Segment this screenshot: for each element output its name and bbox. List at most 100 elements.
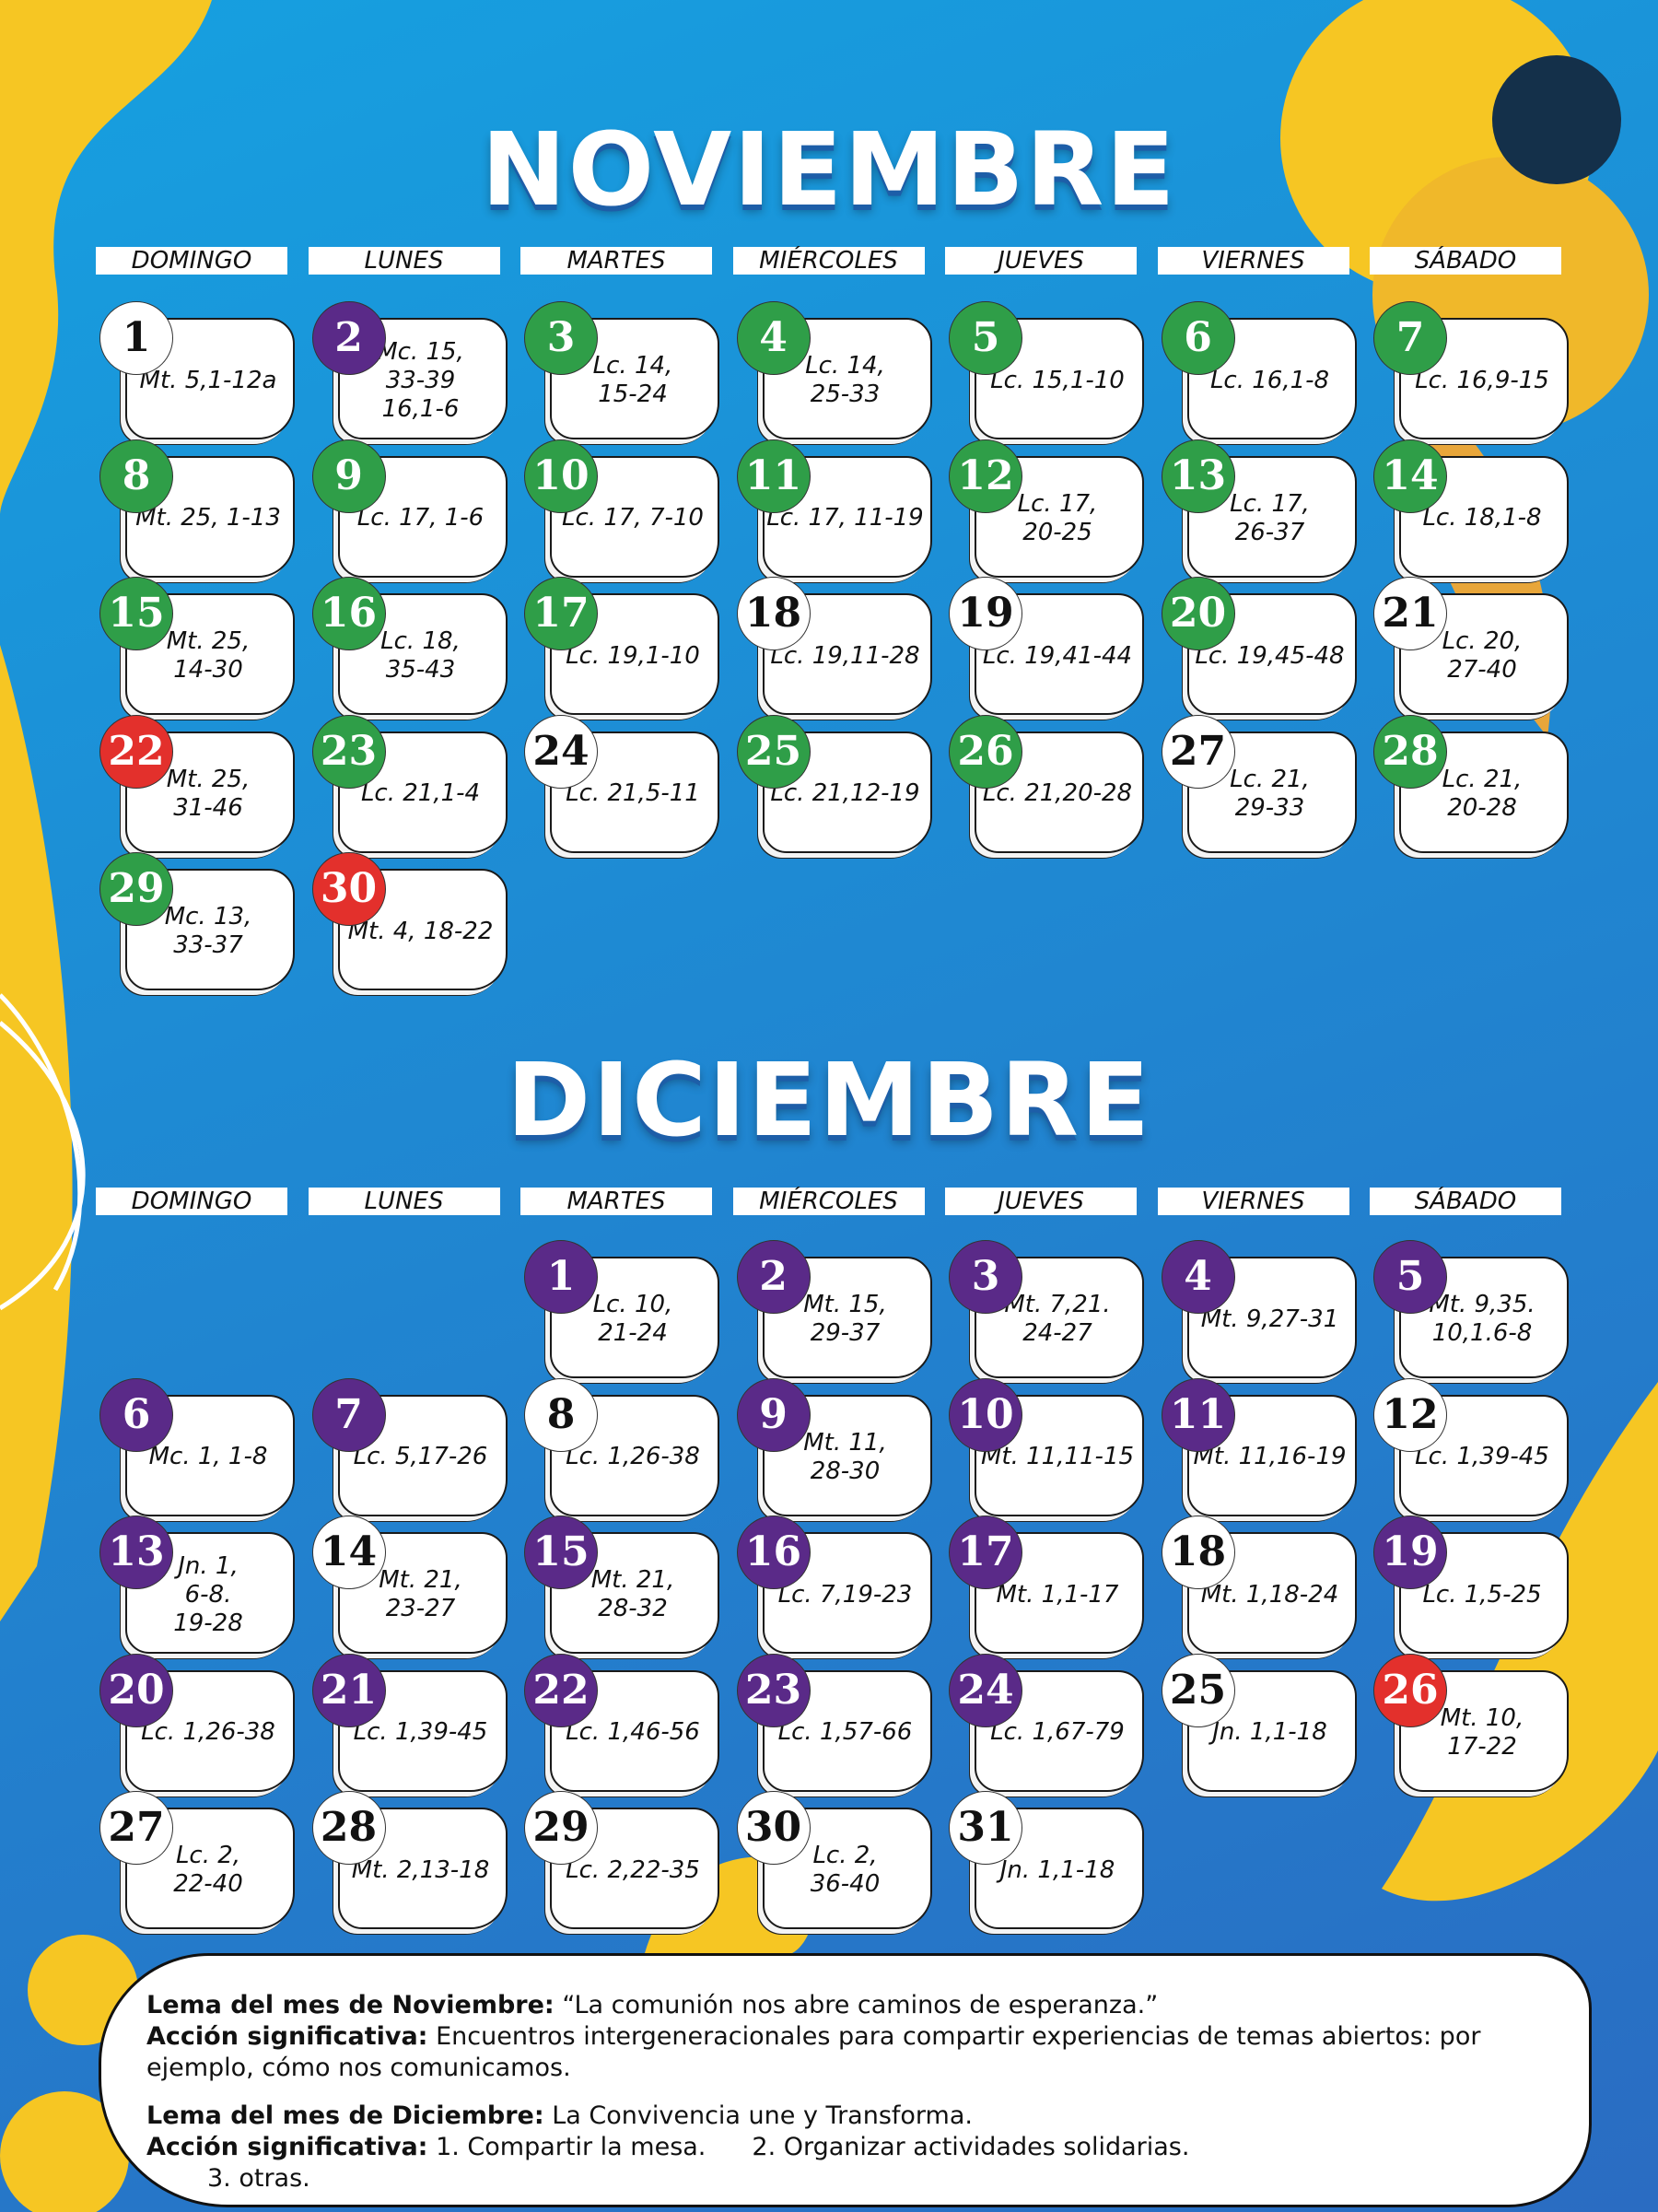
day-number: 29 — [99, 852, 173, 926]
reading-line: Lc. 2, — [175, 1842, 241, 1869]
reading: Lc. 1,39-45 — [1390, 1443, 1574, 1471]
day-number: 3 — [524, 301, 598, 375]
reading-line: 10,1.6-8 — [1431, 1319, 1533, 1347]
item: 1. Compartir la mesa. — [436, 2133, 706, 2161]
weekday-header: SÁBADO — [1370, 1188, 1561, 1215]
reading: Mc. 13, 33-37 — [116, 903, 300, 960]
reading: Mt. 25, 14-30 — [116, 627, 300, 685]
reading-line: Lc. 1,67-79 — [990, 1718, 1125, 1746]
day-number: 12 — [949, 439, 1022, 513]
weekday-header: VIERNES — [1157, 247, 1349, 275]
day-number: 20 — [99, 1653, 173, 1727]
reading-line: Mt. 2,13-18 — [351, 1855, 490, 1884]
day-number: 11 — [1161, 1377, 1235, 1452]
reading: Lc. 20, 27-40 — [1390, 627, 1574, 685]
reading-line: Lc. 17, 1-6 — [356, 504, 485, 532]
day-number: 23 — [736, 1653, 811, 1727]
reading: Mt. 11,16-19 — [1178, 1443, 1362, 1471]
reading-line: 35-43 — [385, 656, 456, 684]
reading-line: Mt. 11,16-19 — [1193, 1443, 1347, 1470]
reading-line: Mt. 21, — [379, 1566, 462, 1594]
day-card — [1186, 1394, 1357, 1516]
label: Lema del mes de Noviembre: — [146, 1991, 555, 2019]
reading: Lc. 2,22-35 — [541, 1856, 725, 1885]
reading: Mt. 5,1-12a — [116, 367, 300, 395]
day-number: 16 — [311, 577, 386, 650]
reading-line: Mt. 25, — [166, 627, 251, 655]
reading: Lc. 1,67-79 — [965, 1718, 1150, 1747]
reading: Lc. 21,20-28 — [965, 779, 1150, 808]
day-number: 5 — [1373, 1240, 1447, 1314]
reading-line: 19-28 — [173, 1609, 243, 1637]
reading: Lc. 19,11-28 — [753, 642, 938, 671]
day-number: 22 — [524, 1653, 598, 1727]
reading: Lc. 10, 21-24 — [541, 1291, 725, 1348]
item: 2. Organizar actividades solidarias. — [752, 2133, 1190, 2161]
reading: Lc. 5,17-26 — [329, 1443, 513, 1471]
reading: Lc. 15,1-10 — [965, 367, 1150, 395]
reading: Lc. 21,1-4 — [329, 779, 513, 808]
reading-line: 24-27 — [1022, 1319, 1092, 1347]
reading: Lc. 2, 36-40 — [753, 1842, 938, 1899]
reading-line: 20-28 — [1447, 793, 1517, 822]
weekday-header: DOMINGO — [96, 247, 287, 275]
day-number: 29 — [524, 1791, 598, 1865]
reading-line: Mc. 15, — [377, 337, 464, 366]
reading-line: Lc. 21,12-19 — [770, 779, 920, 807]
reading-line: Lc. 18,1-8 — [1422, 504, 1542, 532]
action-line: Acción significativa: Encuentros interge… — [146, 2021, 1528, 2084]
day-number: 21 — [1373, 577, 1447, 650]
reading-line: 27-40 — [1447, 656, 1517, 684]
reading-line: Lc. 18, — [380, 627, 461, 655]
reading: Mt. 21, 28-32 — [541, 1566, 725, 1623]
day-number: 7 — [1373, 301, 1447, 375]
reading-line: 28-30 — [810, 1457, 881, 1485]
reading-line: 33-39 — [385, 366, 456, 394]
reading-line: 6-8. — [184, 1580, 232, 1609]
reading: Lc. 7,19-23 — [753, 1581, 938, 1609]
day-number: 16 — [736, 1516, 811, 1589]
day-number: 4 — [736, 301, 811, 375]
day-card — [337, 869, 508, 990]
day-number: 8 — [524, 1377, 598, 1452]
reading-line: Mt. 1,18-24 — [1200, 1580, 1339, 1609]
reading-line: Mc. 13, — [164, 903, 252, 930]
day-card — [1399, 1669, 1569, 1792]
reading-line: Jn. 1, — [178, 1551, 239, 1580]
motto-line: Lema del mes de Diciembre: La Convivenci… — [146, 2101, 1528, 2132]
reading: Lc. 2, 22-40 — [116, 1842, 300, 1899]
reading: Lc. 19,1-10 — [541, 642, 725, 671]
day-number: 31 — [949, 1791, 1022, 1865]
day-number: 17 — [949, 1516, 1022, 1589]
day-number: 10 — [949, 1377, 1022, 1452]
reading-line: Lc. 14, — [805, 352, 885, 380]
reading-line: 31-46 — [173, 793, 243, 822]
day-number: 30 — [311, 852, 386, 926]
reading-line: Mt. 11, — [803, 1428, 887, 1457]
reading-line: 23-27 — [385, 1595, 456, 1622]
weekday-header: LUNES — [308, 1188, 500, 1215]
reading-line: Lc. 1,57-66 — [777, 1718, 913, 1746]
reading-line: 33-37 — [173, 931, 243, 959]
reading-line: Lc. 21, — [1230, 765, 1310, 793]
reading-line: Lc. 1,39-45 — [1415, 1443, 1549, 1470]
reading: Mt. 11, 28-30 — [753, 1429, 938, 1486]
reading: Lc. 14, 15-24 — [541, 352, 725, 409]
reading-line: Jn. 1,1-18 — [999, 1855, 1115, 1884]
text: Encuentros intergeneracionales para comp… — [146, 2022, 1481, 2082]
reading-line: Lc. 1,26-38 — [566, 1443, 700, 1470]
reading-line: Lc. 1,39-45 — [353, 1718, 488, 1746]
reading-line: Lc. 2, — [812, 1842, 878, 1869]
reading: Jn. 1, 6-8. 19-28 — [116, 1552, 300, 1638]
reading-line: Mt. 5,1-12a — [139, 366, 277, 394]
day-card — [125, 455, 295, 578]
reading: Lc. 17, 26-37 — [1178, 490, 1362, 547]
reading-line: Mt. 9,35. — [1429, 1291, 1535, 1318]
day-number: 23 — [311, 714, 386, 789]
reading-line: Lc. 10, — [592, 1291, 673, 1318]
day-number: 15 — [99, 577, 173, 650]
day-number: 1 — [524, 1240, 598, 1314]
reading: Mt. 25, 31-46 — [116, 766, 300, 823]
day-number: 28 — [311, 1791, 386, 1865]
